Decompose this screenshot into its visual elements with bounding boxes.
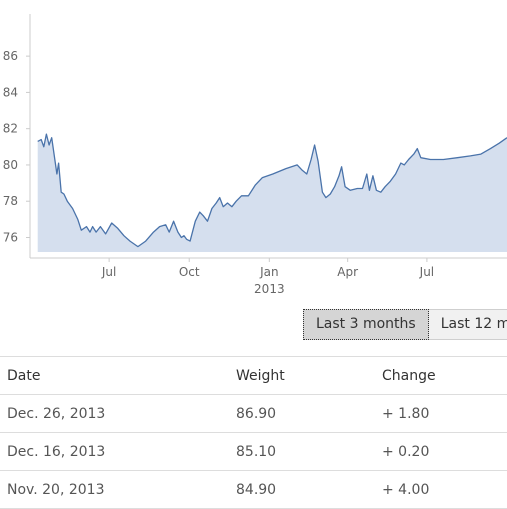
x-tick-sublabel: 2013 <box>254 282 285 296</box>
table-header-row: Date Weight Change <box>0 356 507 395</box>
change-column-header[interactable]: Change <box>375 356 507 395</box>
row-change: + 1.80 <box>375 394 507 433</box>
series-line <box>37 133 507 248</box>
y-tick-label: 80 <box>3 158 18 172</box>
date-column-header[interactable]: Date <box>0 356 229 395</box>
table-row[interactable]: Nov. 20, 2013 84.90 + 4.00 <box>0 470 507 509</box>
y-tick-label: 78 <box>3 194 18 208</box>
row-change: + 0.20 <box>375 432 507 471</box>
x-tick-label: Apr <box>337 265 358 279</box>
row-weight: 84.90 <box>229 470 375 509</box>
table-row[interactable]: Dec. 16, 2013 85.10 + 0.20 <box>0 432 507 471</box>
row-weight: 86.90 <box>229 394 375 433</box>
x-tick-label: Oct <box>179 265 200 279</box>
row-change: + 4.00 <box>375 470 507 509</box>
weight-column-header[interactable]: Weight <box>229 356 375 395</box>
weight-history-table: Date Weight Change Dec. 26, 2013 86.90 +… <box>0 356 507 509</box>
series-area <box>37 134 507 252</box>
x-tick-label: Jul <box>419 265 434 279</box>
last-12-months-button[interactable]: Last 12 months <box>428 309 507 340</box>
last-3-months-button[interactable]: Last 3 months <box>303 309 429 340</box>
y-tick-label: 84 <box>3 85 18 99</box>
row-weight: 85.10 <box>229 432 375 471</box>
x-tick-label: Jul <box>101 265 116 279</box>
range-selector: Last 3 months Last 12 months <box>303 309 507 342</box>
y-tick-label: 76 <box>3 230 18 244</box>
row-date: Dec. 16, 2013 <box>0 432 229 471</box>
y-tick-label: 86 <box>3 49 18 63</box>
weight-chart: 76 78 80 82 84 86 Jul Oct Jan 2013 Apr Jul <box>3 14 507 296</box>
y-tick-label: 82 <box>3 122 18 136</box>
row-date: Dec. 26, 2013 <box>0 394 229 433</box>
x-tick-label: Jan <box>259 265 279 279</box>
weight-chart-svg: 76 78 80 82 84 86 Jul Oct Jan 2013 Apr Jul <box>3 14 507 296</box>
table-row[interactable]: Dec. 26, 2013 86.90 + 1.80 <box>0 394 507 433</box>
row-date: Nov. 20, 2013 <box>0 470 229 509</box>
